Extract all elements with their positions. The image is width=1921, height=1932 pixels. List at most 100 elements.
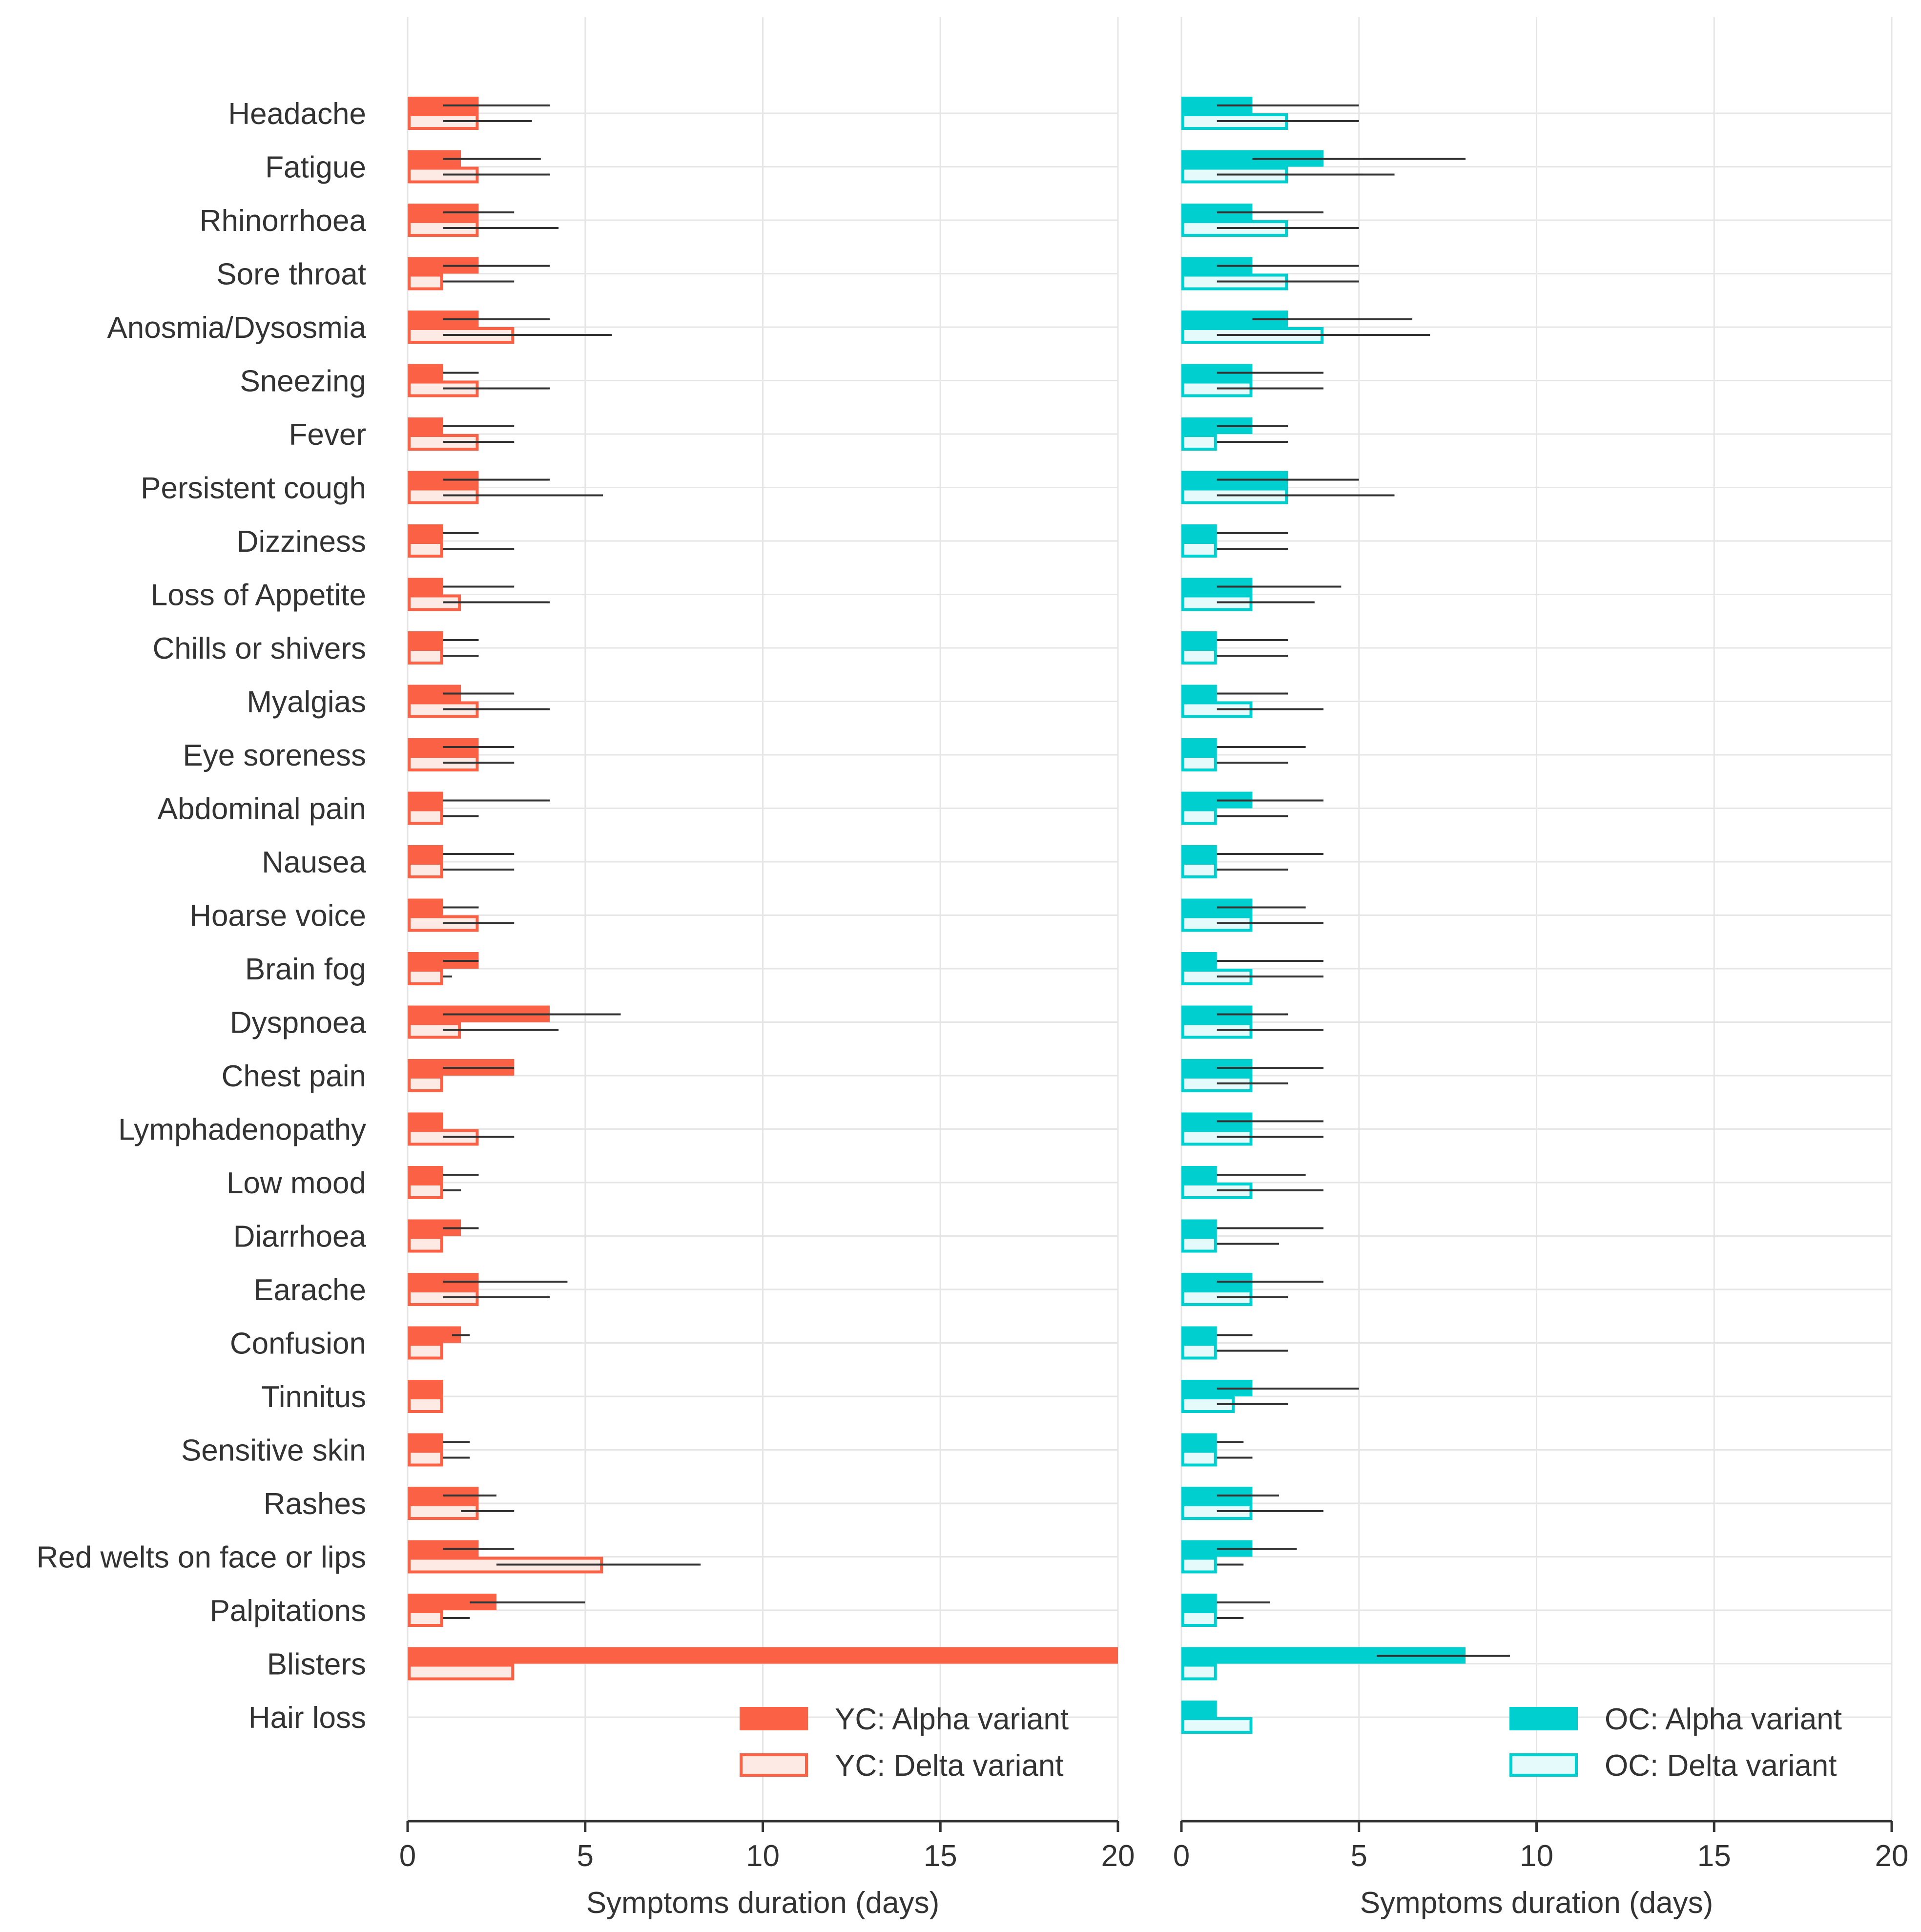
category-label: Red welts on face or lips <box>37 1541 366 1575</box>
bar-yc-delta <box>408 648 443 665</box>
bar-oc-delta <box>1181 1450 1217 1467</box>
category-label: Confusion <box>230 1327 366 1361</box>
bar-yc-delta <box>408 273 443 291</box>
error-bar-layer <box>443 104 1510 1657</box>
x-tick-label: 0 <box>399 1839 416 1873</box>
legend-swatch-alpha <box>1509 1707 1578 1730</box>
category-label: Fever <box>289 418 366 452</box>
bar-yc-delta <box>408 1610 443 1627</box>
bar-oc-alpha <box>1181 738 1217 755</box>
legend-label-delta: YC: Delta variant <box>835 1749 1064 1783</box>
category-label: Abdominal pain <box>158 792 366 826</box>
category-label: Hair loss <box>248 1701 366 1735</box>
bar-yc-alpha <box>408 1380 443 1396</box>
category-label: Diarrhoea <box>233 1220 367 1254</box>
bar-yc-delta <box>408 1450 443 1467</box>
category-label: Sneezing <box>240 365 366 398</box>
legend-swatch-delta <box>1509 1753 1578 1777</box>
axis-layer: Headache Fatigue Rhinorrhoea Sore throat Ano… <box>37 97 1909 1920</box>
category-label: Myalgias <box>247 686 366 719</box>
category-label: Fatigue <box>265 151 366 185</box>
category-label: Chest pain <box>222 1059 366 1093</box>
legend-label-delta: OC: Delta variant <box>1605 1749 1837 1783</box>
bar-oc-alpha <box>1181 1433 1217 1450</box>
category-label: Rashes <box>264 1487 366 1521</box>
category-label: Anosmia/Dysosmia <box>107 311 366 345</box>
bar-yc-delta <box>408 862 443 878</box>
bar-oc-delta <box>1181 1343 1217 1360</box>
category-label: Sensitive skin <box>181 1434 366 1468</box>
category-label: Low mood <box>227 1166 366 1200</box>
x-tick-label: 5 <box>577 1839 594 1873</box>
category-label: Earache <box>253 1273 366 1307</box>
bar-yc-alpha <box>408 898 443 915</box>
x-axis-label: Symptoms duration (days) <box>586 1886 940 1920</box>
bar-yc-alpha <box>408 845 443 862</box>
bar-oc-delta <box>1181 648 1217 665</box>
x-tick-label: 0 <box>1173 1839 1190 1873</box>
legend-swatch-alpha <box>740 1707 808 1730</box>
bar-oc-delta <box>1181 1663 1217 1681</box>
bar-yc-alpha <box>408 578 443 595</box>
x-tick-label: 20 <box>1101 1839 1135 1873</box>
bar-oc-delta <box>1181 755 1217 771</box>
bar-yc-delta <box>408 969 443 985</box>
bar-oc-alpha <box>1181 685 1217 702</box>
bar-oc-alpha <box>1181 1326 1217 1343</box>
bar-yc-delta <box>408 1183 443 1199</box>
bar-oc-delta <box>1181 541 1217 558</box>
bar-yc-delta <box>408 1663 515 1681</box>
bar-yc-alpha <box>408 1112 443 1129</box>
category-label: Sore throat <box>216 258 366 291</box>
bar-yc-delta <box>408 1076 443 1092</box>
bar-yc-alpha <box>408 1647 1118 1664</box>
legend-label-alpha: OC: Alpha variant <box>1605 1703 1842 1736</box>
bar-oc-delta <box>1181 808 1217 825</box>
category-label: Loss of Appetite <box>151 579 366 612</box>
category-label: Palpitations <box>209 1594 366 1628</box>
bar-oc-alpha <box>1181 1594 1217 1610</box>
grid-layer <box>407 17 1893 1821</box>
x-tick-label: 10 <box>1520 1839 1553 1873</box>
category-label: Persistent cough <box>141 472 366 505</box>
bar-yc-alpha <box>408 364 443 381</box>
bar-yc-alpha <box>408 1166 443 1183</box>
category-label: Dizziness <box>237 525 366 559</box>
bar-oc-alpha <box>1181 845 1217 862</box>
category-label: Dyspnoea <box>230 1006 367 1040</box>
x-tick-label: 5 <box>1351 1839 1367 1873</box>
bar-yc-alpha <box>408 417 443 434</box>
bar-yc-delta <box>408 1343 443 1360</box>
category-label: Lymphadenopathy <box>118 1113 366 1147</box>
bar-yc-alpha <box>408 631 443 648</box>
bar-oc-delta <box>1181 862 1217 878</box>
bar-oc-alpha <box>1181 1166 1217 1183</box>
bar-oc-delta <box>1181 1236 1217 1253</box>
legend-swatch-delta <box>740 1753 808 1777</box>
x-tick-label: 10 <box>746 1839 780 1873</box>
bar-yc-delta <box>408 1236 443 1253</box>
category-label: Hoarse voice <box>189 899 366 933</box>
category-label: Brain fog <box>245 953 366 986</box>
bar-oc-delta <box>1181 434 1217 451</box>
bar-oc-alpha <box>1181 631 1217 648</box>
bar-yc-alpha <box>408 524 443 541</box>
x-tick-label: 15 <box>924 1839 957 1873</box>
bar-yc-alpha <box>408 1433 443 1450</box>
legend-label-alpha: YC: Alpha variant <box>835 1703 1069 1736</box>
bar-yc-delta <box>408 1396 443 1413</box>
bar-oc-delta <box>1181 1557 1217 1574</box>
category-label: Nausea <box>262 846 366 879</box>
category-label: Blisters <box>267 1648 366 1682</box>
x-tick-label: 15 <box>1697 1839 1731 1873</box>
bar-yc-delta <box>408 808 443 825</box>
bar-yc-alpha <box>408 791 443 809</box>
bar-oc-delta <box>1181 1717 1253 1734</box>
category-label: Headache <box>228 97 366 131</box>
x-axis-label: Symptoms duration (days) <box>1360 1886 1714 1920</box>
bar-oc-alpha <box>1181 1701 1217 1717</box>
category-label: Rhinorrhoea <box>200 204 367 238</box>
bar-oc-alpha <box>1181 524 1217 541</box>
x-tick-label: 20 <box>1875 1839 1909 1873</box>
